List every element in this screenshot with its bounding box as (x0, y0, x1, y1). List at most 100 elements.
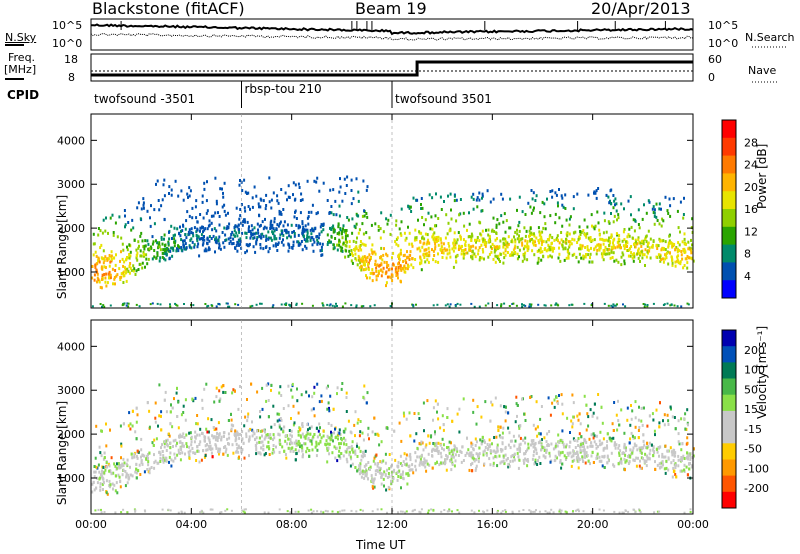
data-pixel (667, 419, 670, 423)
data-pixel (402, 254, 405, 258)
data-pixel (144, 265, 146, 269)
data-pixel (395, 242, 398, 246)
data-pixel (104, 280, 107, 284)
data-pixel (435, 240, 438, 244)
data-pixel (292, 450, 295, 453)
data-pixel (356, 469, 359, 473)
data-pixel (182, 198, 185, 202)
data-pixel (220, 435, 223, 439)
data-pixel (439, 443, 442, 447)
data-pixel (345, 410, 348, 413)
data-pixel (112, 487, 114, 491)
data-pixel (558, 440, 561, 444)
data-pixel (223, 203, 226, 207)
data-pixel (400, 207, 403, 211)
data-pixel (623, 238, 626, 242)
data-pixel (374, 259, 377, 263)
data-pixel (251, 233, 254, 236)
data-pixel (400, 439, 403, 443)
data-pixel (518, 240, 521, 244)
data-pixel (154, 420, 157, 424)
data-pixel (623, 457, 626, 461)
data-pixel (478, 509, 480, 512)
data-pixel (674, 465, 677, 469)
data-pixel (652, 449, 655, 453)
data-pixel (96, 262, 99, 265)
data-pixel (198, 254, 201, 258)
data-pixel (249, 427, 252, 431)
data-pixel (94, 509, 97, 512)
data-pixel (213, 227, 216, 231)
data-pixel (601, 455, 604, 459)
data-pixel (98, 470, 101, 474)
data-pixel (520, 237, 523, 241)
data-pixel (671, 245, 674, 249)
data-pixel (666, 209, 669, 213)
data-pixel (382, 253, 385, 257)
data-pixel (340, 387, 343, 391)
data-pixel (292, 240, 295, 244)
data-pixel (623, 444, 626, 448)
data-pixel (218, 303, 220, 305)
data-pixel (277, 432, 280, 436)
data-pixel (326, 446, 329, 450)
data-pixel (215, 229, 218, 233)
data-pixel (397, 475, 400, 478)
data-pixel (308, 394, 310, 398)
data-pixel (504, 243, 507, 247)
data-pixel (242, 220, 245, 224)
colorbar-swatch (722, 226, 736, 246)
data-pixel (492, 449, 495, 453)
data-pixel (298, 442, 301, 446)
data-pixel (618, 234, 621, 238)
data-pixel (418, 510, 421, 513)
data-pixel (487, 445, 490, 449)
data-pixel (120, 511, 123, 514)
data-pixel (271, 230, 274, 234)
data-pixel (570, 464, 573, 468)
data-pixel (503, 405, 506, 409)
data-pixel (311, 243, 314, 247)
data-pixel (532, 208, 535, 212)
data-pixel (532, 439, 535, 442)
nave-tick-high: 60 (708, 53, 722, 66)
data-pixel (319, 249, 322, 253)
data-pixel (424, 218, 427, 222)
data-pixel (331, 451, 334, 455)
data-pixel (318, 189, 321, 193)
data-pixel (667, 449, 669, 453)
data-pixel (558, 241, 561, 245)
data-pixel (664, 240, 667, 244)
data-pixel (348, 453, 351, 457)
data-pixel (369, 465, 372, 469)
data-pixel (363, 464, 366, 468)
data-pixel (248, 242, 251, 246)
data-pixel (103, 305, 106, 308)
data-pixel (537, 303, 540, 306)
data-pixel (669, 405, 672, 409)
data-pixel (103, 273, 106, 276)
data-pixel (295, 304, 298, 306)
data-pixel (201, 200, 204, 204)
data-pixel (612, 303, 615, 306)
data-pixel (96, 280, 98, 284)
data-pixel (460, 460, 463, 464)
data-pixel (269, 221, 272, 225)
data-pixel (192, 304, 195, 307)
data-pixel (458, 213, 461, 217)
data-pixel (686, 302, 689, 305)
data-pixel (569, 431, 571, 434)
data-pixel (612, 241, 614, 245)
data-pixel (168, 434, 171, 438)
data-pixel (108, 479, 111, 483)
data-pixel (163, 178, 166, 182)
data-pixel (280, 240, 283, 244)
data-pixel (559, 511, 562, 514)
data-pixel (493, 230, 496, 233)
data-pixel (637, 249, 639, 253)
data-pixel (654, 467, 657, 471)
data-pixel (380, 211, 383, 215)
data-pixel (359, 449, 362, 453)
data-pixel (351, 448, 354, 452)
data-pixel (374, 263, 377, 266)
